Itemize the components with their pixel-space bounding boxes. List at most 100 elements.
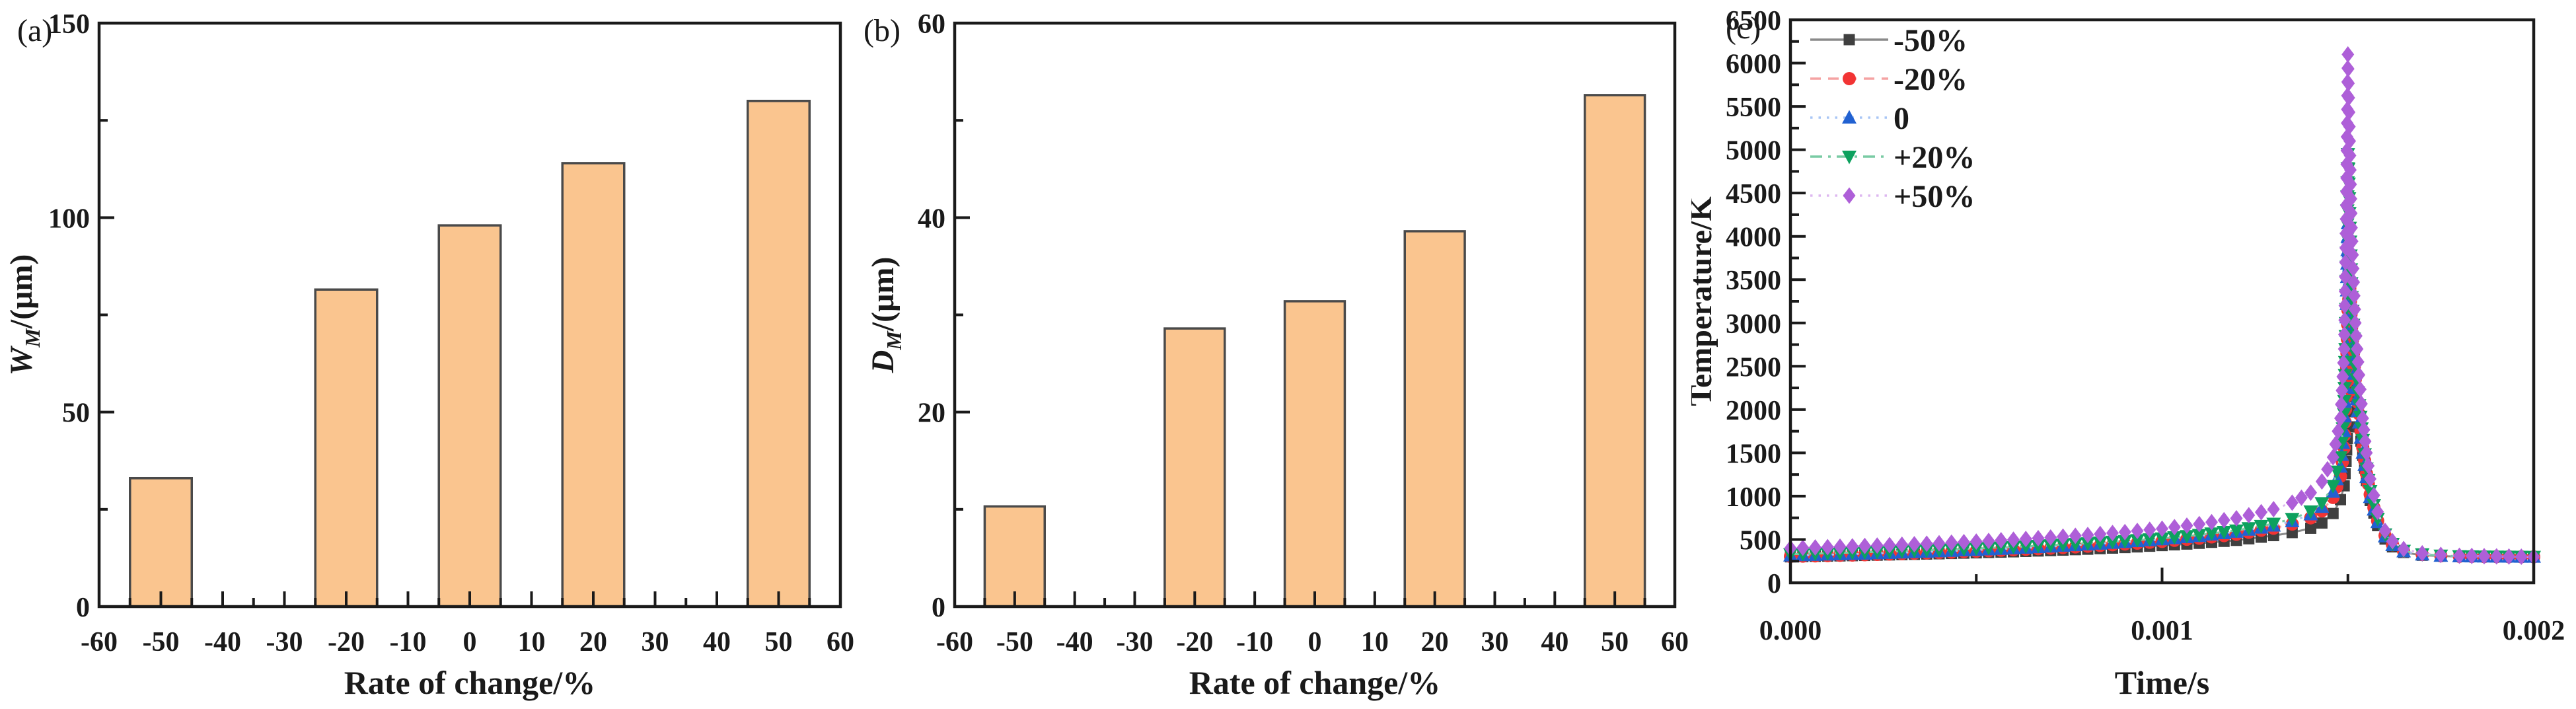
diamond-marker xyxy=(2343,104,2356,121)
legend-item--20%: -20% xyxy=(1810,62,1968,97)
diamond-marker xyxy=(2415,544,2429,562)
bar xyxy=(437,224,502,608)
diamond-marker xyxy=(2338,297,2351,315)
x-tick-label: 0 xyxy=(1308,627,1322,657)
diamond-marker xyxy=(2339,268,2352,285)
diamond-marker xyxy=(2344,190,2357,207)
y-tick-label: 40 xyxy=(918,204,945,234)
square-marker xyxy=(2327,507,2339,519)
x-tick-label: -20 xyxy=(328,627,365,657)
diamond-marker xyxy=(2341,60,2355,77)
legend-item-+20%: +20% xyxy=(1810,140,1975,175)
bar xyxy=(983,505,1047,608)
y-tick-label: 100 xyxy=(48,204,90,234)
diamond-marker xyxy=(2351,340,2364,357)
x-tick-label: 10 xyxy=(518,627,546,657)
triangle-down-marker xyxy=(2117,535,2133,549)
diamond-marker xyxy=(1995,532,2008,549)
x-tick-label: 30 xyxy=(1481,627,1509,657)
diamond-marker xyxy=(2285,494,2299,511)
plot-frame xyxy=(97,21,842,609)
diamond-marker xyxy=(2337,326,2351,343)
x-tick-label: -50 xyxy=(996,627,1033,657)
x-tick-label: 40 xyxy=(1541,627,1568,657)
diamond-marker xyxy=(2397,541,2410,558)
triangle-down-marker xyxy=(2154,532,2170,546)
x-tick-label: -30 xyxy=(1117,627,1154,657)
x-tick-label: -60 xyxy=(81,627,118,657)
legend-label: -50% xyxy=(1894,23,1968,58)
diamond-marker xyxy=(2347,274,2361,291)
y-tick-label: 5000 xyxy=(1726,136,1781,167)
diamond-marker xyxy=(1796,539,1810,556)
series-line xyxy=(1790,288,2534,558)
diamond-marker xyxy=(2345,233,2359,250)
triangle-down-marker xyxy=(2254,519,2269,534)
diamond-marker xyxy=(2378,522,2392,539)
diamond-marker xyxy=(2490,548,2503,565)
diamond-marker xyxy=(2131,522,2144,539)
diamond-marker xyxy=(2332,423,2345,440)
series-0 xyxy=(1783,215,2541,563)
y-tick-label: 20 xyxy=(918,398,945,429)
diamond-marker xyxy=(2255,504,2267,521)
triangle-down-marker xyxy=(2314,497,2330,511)
triangle-down-marker xyxy=(1842,151,1857,165)
diamond-marker xyxy=(2106,525,2119,542)
diamond-marker xyxy=(2345,205,2358,222)
y-tick-label: 1000 xyxy=(1726,482,1781,513)
diamond-marker xyxy=(1858,537,1871,554)
y-tick-label: 4500 xyxy=(1726,179,1781,209)
diamond-marker xyxy=(2351,354,2365,371)
x-tick-label: -40 xyxy=(1056,627,1093,657)
diamond-marker xyxy=(2349,315,2362,332)
x-tick-label: -50 xyxy=(143,627,180,657)
diamond-marker xyxy=(2081,527,2094,544)
diamond-marker xyxy=(2367,487,2380,504)
diamond-marker xyxy=(2336,368,2349,385)
triangle-down-marker xyxy=(2180,530,2194,544)
triangle-down-marker xyxy=(2130,534,2145,548)
y-tick-label: 500 xyxy=(1740,525,1781,556)
circle-marker xyxy=(1843,72,1856,85)
tick-labels: -60 -50 -40 -30 -20 -10 0 10 20 30 40 50 60 0 50 100 150 xyxy=(48,9,854,657)
diamond-marker xyxy=(2326,449,2339,466)
chart-a-svg: -60 -50 -40 -30 -20 -10 0 10 20 30 40 50 60 0 50 100 150… xyxy=(4,9,854,701)
x-tick-label: -20 xyxy=(1176,627,1213,657)
x-axis-label: Rate of change/% xyxy=(1189,664,1441,701)
bar xyxy=(1283,300,1346,608)
diamond-marker xyxy=(2348,301,2361,318)
bar xyxy=(747,99,811,608)
diamond-marker xyxy=(1982,533,1995,550)
legend-label: 0 xyxy=(1894,101,1909,136)
x-tick-label: 10 xyxy=(1361,627,1389,657)
x-tick-label: 0 xyxy=(463,627,477,657)
diamond-marker xyxy=(1932,535,1946,552)
diamond-marker xyxy=(2217,511,2230,529)
diamond-marker xyxy=(2371,504,2384,521)
x-tick-label: 30 xyxy=(642,627,669,657)
triangle-down-marker xyxy=(2055,539,2071,552)
diamond-marker xyxy=(2295,489,2308,506)
y-tick-label: 6000 xyxy=(1726,50,1781,80)
diamond-marker xyxy=(1821,539,1834,556)
y-tick-label: 3500 xyxy=(1726,266,1781,296)
triangle-down-marker xyxy=(2092,536,2108,550)
chart-c-svg: -50% -20% 0 +20% +50% 0.000 0.001 0.002 0 500 1000… xyxy=(1691,6,2565,701)
triangle-down-marker xyxy=(2105,535,2120,550)
diamond-marker xyxy=(1958,533,1970,550)
triangle-down-marker xyxy=(2031,539,2045,554)
diamond-marker xyxy=(2353,366,2366,383)
diamond-marker xyxy=(2345,219,2358,237)
y-axis-label: DM/(μm) xyxy=(865,257,906,374)
triangle-down-marker xyxy=(2326,480,2341,494)
diamond-marker xyxy=(2329,435,2342,453)
diamond-marker xyxy=(2143,521,2156,539)
square-marker xyxy=(1843,34,1855,46)
x-tick-label: 50 xyxy=(765,627,793,657)
y-tick-label: 5500 xyxy=(1726,93,1781,123)
diamond-marker xyxy=(2515,548,2528,565)
diamond-marker xyxy=(2094,525,2107,542)
diamond-marker xyxy=(2019,531,2032,548)
